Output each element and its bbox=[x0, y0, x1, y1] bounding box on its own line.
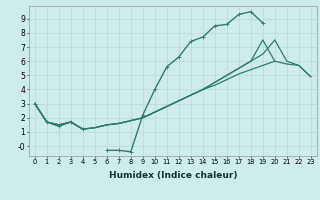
X-axis label: Humidex (Indice chaleur): Humidex (Indice chaleur) bbox=[108, 171, 237, 180]
